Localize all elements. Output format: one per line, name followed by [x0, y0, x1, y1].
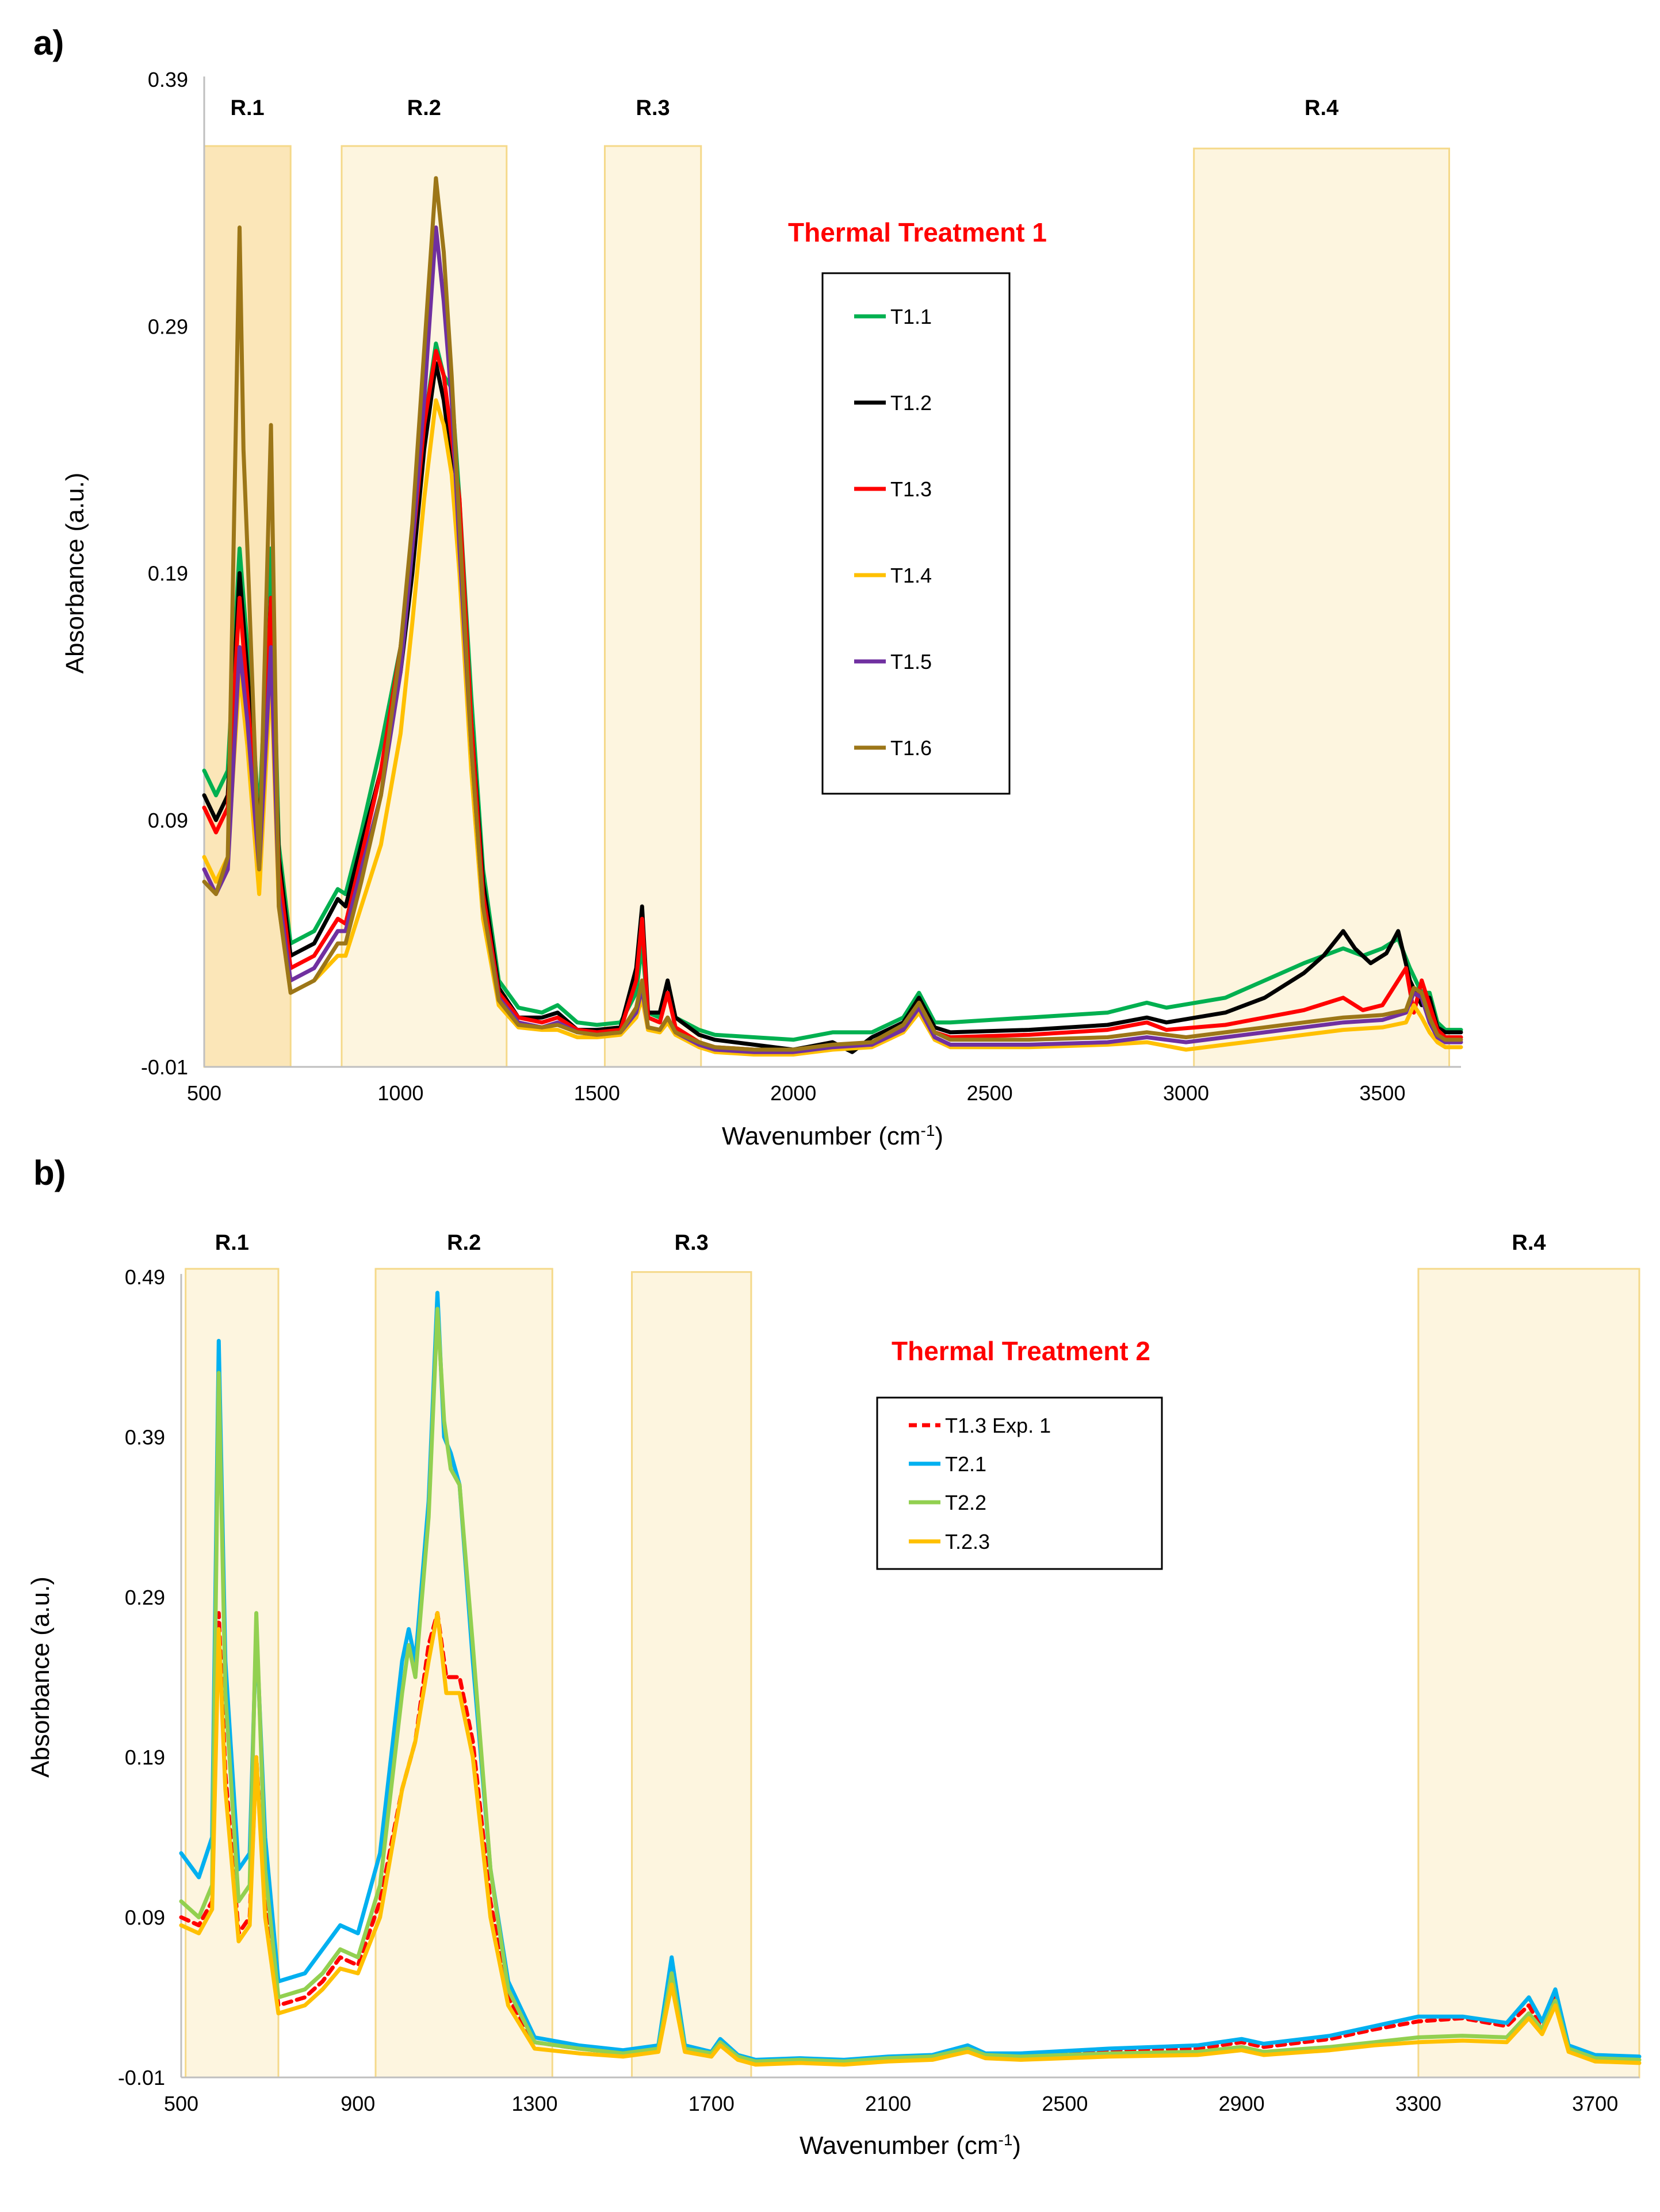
series-line-t-2-3 [179, 1611, 1642, 2067]
region-r-3 [603, 145, 702, 1068]
legend-label-t1-3-exp-1: T1.3 Exp. 1 [945, 1414, 1051, 1437]
region-r-1 [203, 145, 292, 1068]
panel-a-chart: R.1 R.2 R.3 R.4 -0.01 0.09 0.19 0.29 0.39 500 1000… [33, 24, 1463, 1151]
legend-label-t2-1: T2.1 [945, 1452, 986, 1476]
region-label-r-4: R.4 [1512, 1231, 1546, 1255]
legend-label-t1-4: T1.4 [890, 564, 932, 587]
x-tick-label: 1300 [511, 2092, 557, 2115]
y-tick-label: 0.19 [148, 562, 188, 585]
y-axis-title: Absorbance (a.u.) [61, 473, 89, 674]
panel-label: b) [33, 1154, 66, 1192]
x-tick-label: 2000 [770, 1081, 816, 1105]
x-tick-label: 2500 [967, 1081, 1013, 1105]
y-tick-label: 0.09 [125, 1906, 165, 1930]
y-tick-label: 0.29 [125, 1586, 165, 1609]
x-tick-label: 3300 [1395, 2092, 1441, 2115]
y-tick-label: -0.01 [118, 2066, 165, 2089]
region-r-4 [1193, 147, 1451, 1068]
y-tick-label: 0.19 [125, 1746, 165, 1769]
x-tick-label: 3500 [1359, 1081, 1405, 1105]
panel-b-chart: R.1 R.2 R.3 R.4 -0.01 0.09 0.19 0.29 0.39 0.49 500… [26, 1154, 1642, 2160]
x-tick-label: 2100 [865, 2092, 911, 2115]
x-axis-title: Wavenumber (cm-1) [722, 1122, 943, 1151]
legend-label-t-2-3: T.2.3 [945, 1530, 990, 1553]
legend: T1.1 T1.2 T1.3 T1.4 T1.5 T1.6 [821, 272, 1011, 795]
legend-label-t1-1: T1.1 [890, 305, 932, 328]
region-label-r-3: R.3 [636, 96, 670, 120]
legend-label-t1-6: T1.6 [890, 736, 932, 760]
chart-title: Thermal Treatment 1 [788, 217, 1047, 247]
region-label-r-1: R.1 [215, 1231, 249, 1255]
series-line-t1-2 [202, 361, 1463, 1054]
legend-label-t1-2: T1.2 [890, 391, 932, 415]
legend-label-t1-3: T1.3 [890, 477, 932, 501]
region-group: R.1 R.2 R.3 R.4 [203, 96, 1451, 1068]
region-label-r-2: R.2 [447, 1231, 481, 1255]
series-line-t2-1 [179, 1291, 1642, 2062]
x-tick-label: 1500 [574, 1081, 620, 1105]
region-r-3 [631, 1271, 752, 2079]
legend-box [821, 272, 1011, 795]
x-tick-label: 2900 [1219, 2092, 1265, 2115]
series-line-t1-6 [202, 176, 1463, 1052]
region-label-r-2: R.2 [407, 96, 441, 120]
region-label-r-4: R.4 [1305, 96, 1338, 120]
y-tick-label: 0.49 [125, 1265, 165, 1289]
region-r-2 [341, 145, 508, 1068]
y-tick-label: -0.01 [141, 1055, 188, 1079]
region-label-r-3: R.3 [675, 1231, 709, 1255]
x-tick-label: 2500 [1042, 2092, 1088, 2115]
x-tick-label: 500 [164, 2092, 198, 2115]
x-axis-title: Wavenumber (cm-1) [800, 2131, 1021, 2160]
y-tick-label: 0.09 [148, 809, 188, 832]
region-label-r-1: R.1 [231, 96, 265, 120]
series-line-t2-2 [179, 1307, 1642, 2064]
series-group [202, 176, 1463, 1057]
series-group [179, 1291, 1642, 2067]
x-tick-label: 3700 [1572, 2092, 1618, 2115]
region-r-1 [185, 1268, 280, 2079]
x-tick-label: 1000 [377, 1081, 423, 1105]
region-group: R.1 R.2 R.3 R.4 [185, 1231, 1640, 2079]
x-tick-label: 3000 [1163, 1081, 1209, 1105]
y-tick-label: 0.39 [125, 1425, 165, 1449]
y-tick-label: 0.29 [148, 315, 188, 338]
panel-label: a) [33, 24, 64, 62]
series-line-t1-3 [202, 349, 1463, 1054]
legend-label-t1-5: T1.5 [890, 650, 932, 673]
y-axis-title: Absorbance (a.u.) [26, 1576, 55, 1778]
legend-label-t2-2: T2.2 [945, 1491, 986, 1514]
x-tick-label: 1700 [689, 2092, 735, 2115]
legend: T1.3 Exp. 1 T2.1 T2.2 T.2.3 [876, 1396, 1163, 1570]
chart-title: Thermal Treatment 2 [892, 1336, 1150, 1366]
y-tick-label: 0.39 [148, 68, 188, 91]
x-tick-label: 900 [341, 2092, 375, 2115]
x-tick-label: 500 [187, 1081, 221, 1105]
region-r-4 [1417, 1268, 1640, 2079]
